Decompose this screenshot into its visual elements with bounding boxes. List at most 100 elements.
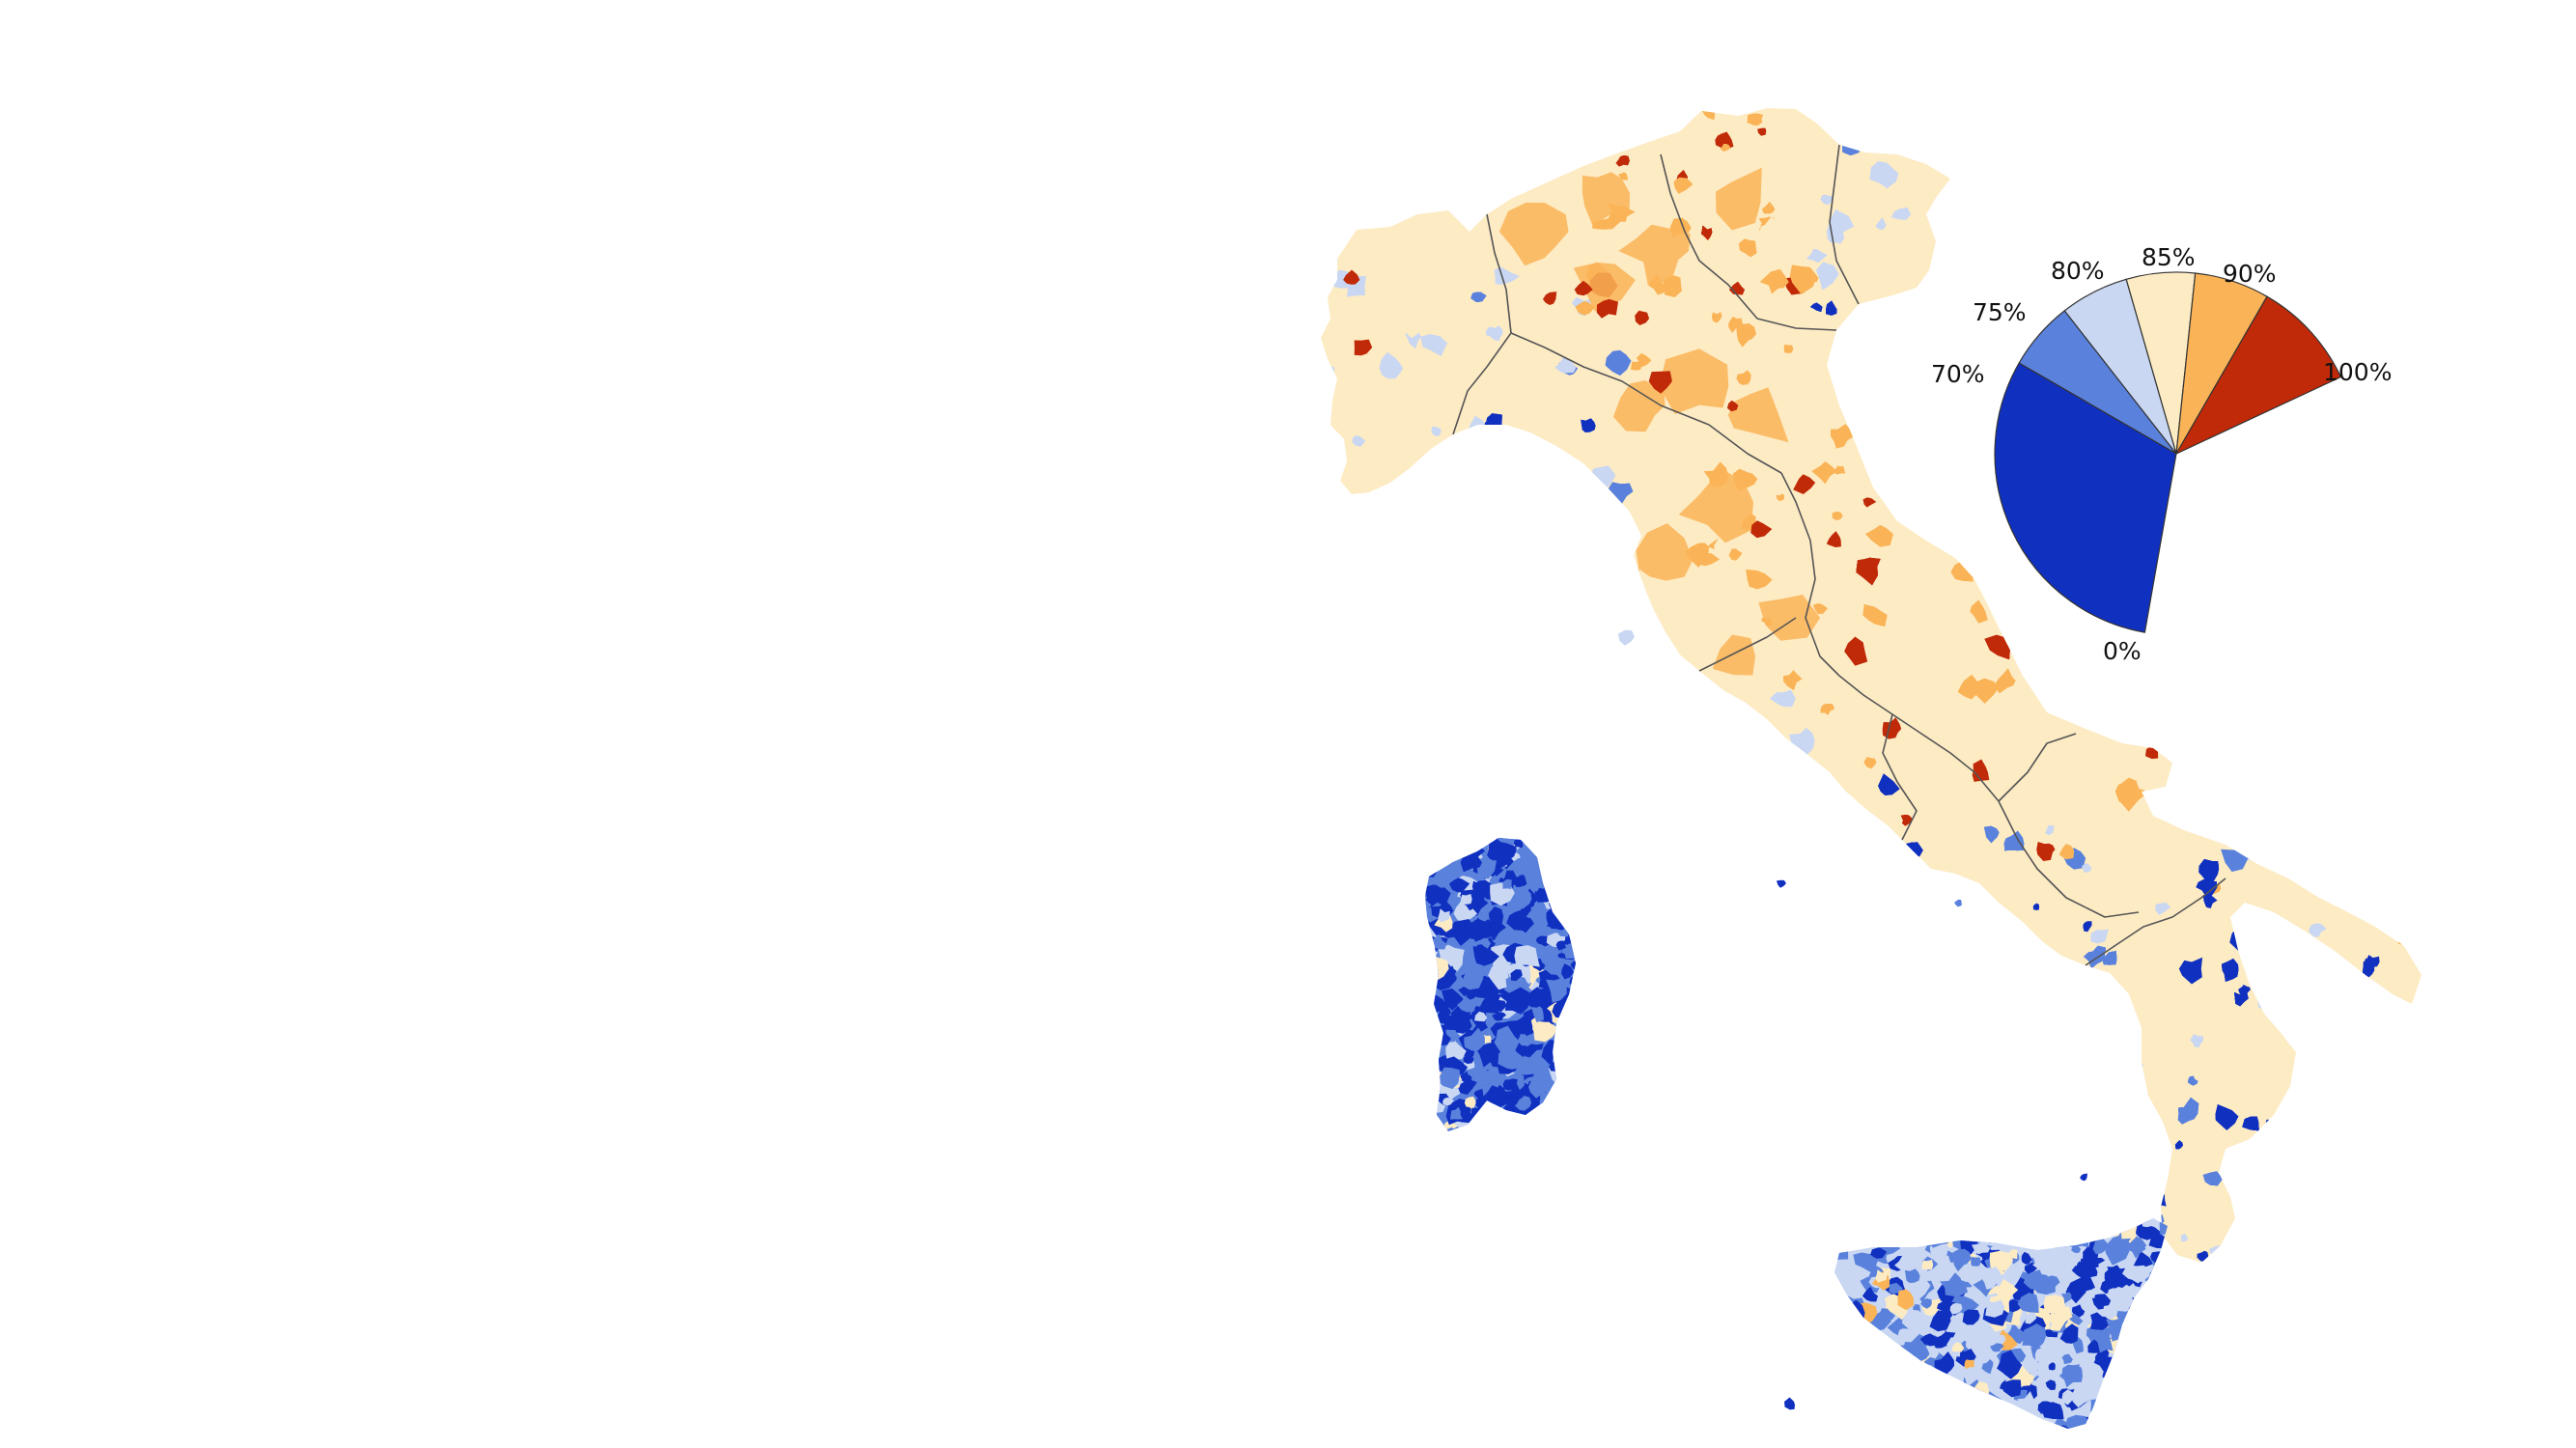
municipality-patch bbox=[1839, 1202, 1860, 1226]
municipality-patch bbox=[1749, 846, 1771, 866]
municipality-patch bbox=[1526, 483, 1540, 494]
municipality-patch bbox=[1339, 1156, 1368, 1179]
municipality-patch bbox=[2227, 1161, 2240, 1173]
municipality-patch bbox=[2086, 184, 2107, 203]
municipality-patch bbox=[1536, 1121, 1555, 1131]
municipality-patch bbox=[1560, 902, 1576, 925]
municipality-patch bbox=[2346, 413, 2365, 436]
municipality-patch bbox=[1548, 1106, 1562, 1119]
municipality-patch bbox=[2232, 778, 2257, 801]
municipality-patch bbox=[2374, 698, 2397, 720]
municipality-patch bbox=[1321, 879, 1342, 904]
municipality-patch bbox=[2378, 876, 2395, 895]
municipality-patch bbox=[1443, 1016, 1466, 1032]
municipality-patch bbox=[1515, 1242, 1539, 1263]
municipality-patch bbox=[1489, 1115, 1509, 1131]
municipality-patch bbox=[1881, 905, 1894, 920]
municipality-patch bbox=[1984, 634, 2011, 660]
municipality-patch bbox=[1880, 1225, 1894, 1239]
municipality-patch bbox=[2268, 136, 2281, 148]
municipality-patch bbox=[1812, 1200, 1837, 1226]
small-island bbox=[1617, 629, 1635, 646]
municipality-patch bbox=[1442, 1097, 1454, 1106]
municipality-patch bbox=[2065, 1218, 2076, 1229]
municipality-patch bbox=[1372, 1135, 1386, 1147]
municipality-patch bbox=[1497, 1115, 1509, 1128]
municipality-patch bbox=[2268, 954, 2283, 969]
municipality-patch bbox=[2180, 1233, 2189, 1242]
municipality-patch bbox=[1838, 612, 1866, 637]
municipality-patch bbox=[1989, 1184, 2000, 1196]
municipality-patch bbox=[2147, 1407, 2161, 1424]
municipality-patch bbox=[1506, 1143, 1531, 1169]
municipality-patch bbox=[2250, 515, 2277, 543]
municipality-patch bbox=[1522, 465, 1548, 487]
municipality-patch bbox=[2393, 297, 2408, 312]
municipality-patch bbox=[1826, 531, 1841, 547]
municipality-patch bbox=[1598, 595, 1606, 602]
municipality-patch bbox=[1925, 1135, 1937, 1149]
municipality-patch bbox=[2043, 1295, 2068, 1316]
municipality-patch bbox=[1832, 1092, 1861, 1119]
municipality-patch bbox=[1883, 1380, 1904, 1402]
municipality-patch bbox=[1529, 832, 1547, 849]
municipality-patch bbox=[1865, 1223, 1877, 1238]
municipality-patch bbox=[2355, 743, 2377, 759]
municipality-patch bbox=[1895, 1345, 1917, 1360]
municipality-patch bbox=[1924, 945, 1952, 974]
municipality-patch bbox=[1839, 1202, 1860, 1226]
municipality-patch bbox=[1565, 1028, 1576, 1053]
municipality-patch bbox=[2094, 1071, 2115, 1092]
municipality-patch bbox=[1554, 1153, 1578, 1178]
municipality-patch bbox=[1939, 193, 1964, 214]
municipality-patch bbox=[1696, 1137, 1711, 1151]
municipality-patch bbox=[1522, 465, 1548, 487]
municipality-patch bbox=[2366, 317, 2377, 329]
municipality-patch bbox=[1321, 860, 1346, 888]
municipality-patch bbox=[2254, 437, 2281, 460]
municipality-patch bbox=[1910, 977, 1931, 996]
municipality-patch bbox=[2324, 158, 2347, 180]
municipality-patch bbox=[1648, 961, 1658, 970]
municipality-patch bbox=[1856, 557, 1881, 586]
municipality-patch bbox=[1781, 746, 1803, 770]
municipality-patch bbox=[1820, 194, 1833, 205]
municipality-patch bbox=[2127, 128, 2141, 140]
municipality-patch bbox=[2132, 1210, 2144, 1220]
municipality-patch bbox=[1506, 1143, 1531, 1169]
municipality-patch bbox=[1921, 292, 1948, 314]
municipality-patch bbox=[1370, 699, 1396, 722]
municipality-patch bbox=[2366, 317, 2377, 329]
municipality-patch bbox=[1437, 838, 1451, 849]
municipality-patch bbox=[1464, 571, 1487, 598]
municipality-patch bbox=[1598, 980, 1614, 997]
municipality-patch bbox=[1635, 310, 1650, 325]
municipality-patch bbox=[1327, 757, 1348, 781]
municipality-patch bbox=[2265, 638, 2292, 663]
municipality-patch bbox=[2283, 1112, 2300, 1128]
municipality-patch bbox=[1533, 688, 1558, 709]
municipality-patch bbox=[1606, 750, 1613, 759]
municipality-patch bbox=[1936, 487, 1964, 515]
municipality-patch bbox=[1945, 1010, 1964, 1028]
municipality-patch bbox=[1431, 427, 1442, 437]
municipality-patch bbox=[1559, 529, 1576, 551]
municipality-patch bbox=[1873, 1372, 1889, 1390]
municipality-patch bbox=[1668, 718, 1679, 728]
municipality-patch bbox=[1988, 1116, 2011, 1135]
municipality-patch bbox=[1464, 571, 1487, 598]
municipality-patch bbox=[2132, 1307, 2144, 1323]
municipality-patch bbox=[1554, 1153, 1578, 1178]
municipality-patch bbox=[1321, 879, 1342, 904]
municipality-patch bbox=[1489, 627, 1510, 641]
municipality-patch bbox=[1542, 890, 1554, 897]
municipality-patch bbox=[1465, 453, 1477, 463]
municipality-patch bbox=[1834, 1362, 1844, 1374]
municipality-patch bbox=[1451, 177, 1463, 189]
municipality-patch bbox=[1415, 125, 1428, 136]
municipality-patch bbox=[1842, 336, 1861, 353]
municipality-patch bbox=[2408, 163, 2422, 177]
region-border-line bbox=[2085, 877, 2226, 966]
municipality-patch bbox=[1555, 940, 1566, 951]
municipality-patch bbox=[1434, 569, 1450, 584]
